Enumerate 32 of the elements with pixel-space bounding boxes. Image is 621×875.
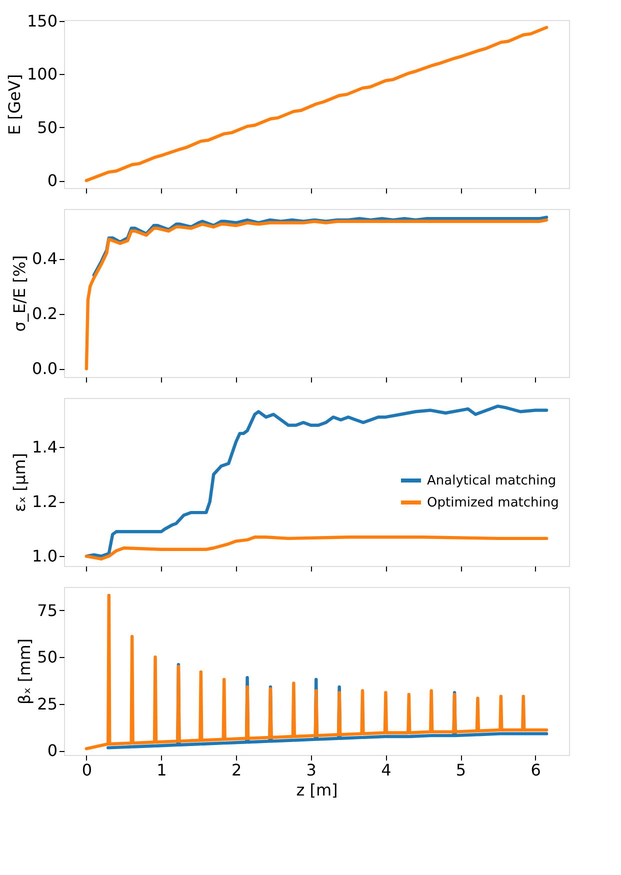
line-series <box>84 218 548 370</box>
line-series <box>84 26 548 182</box>
y-tick-label: 1.2 <box>32 492 58 512</box>
y-tick-label: 0.0 <box>32 359 58 378</box>
y-tick-label: 75 <box>37 600 58 620</box>
legend-label: Analytical matching <box>427 474 556 489</box>
x-tick-label: 0 <box>82 760 92 780</box>
y-tick-label: 1.0 <box>32 546 58 566</box>
y-tick-label: 0 <box>47 741 58 760</box>
legend-label: Optimized matching <box>427 496 559 511</box>
y-axis-title: βₓ [mm] <box>15 638 34 705</box>
x-axis-title: z [m] <box>296 780 338 800</box>
x-tick-label: 4 <box>381 760 392 780</box>
y-tick-label: 0 <box>47 171 58 190</box>
x-tick-label: 6 <box>530 760 541 780</box>
y-tick-label: 100 <box>26 64 58 84</box>
line-series <box>84 535 548 561</box>
y-tick-label: 150 <box>26 12 58 31</box>
line-series <box>84 594 548 750</box>
y-axis-title: σ_E/E [%] <box>10 255 30 332</box>
x-tick-label: 5 <box>456 760 466 780</box>
y-axis-title: εₓ [μm] <box>10 452 30 512</box>
y-tick-label: 0.2 <box>32 304 58 324</box>
y-tick-label: 25 <box>37 694 58 714</box>
x-tick-label: 3 <box>306 760 316 780</box>
x-tick-label: 1 <box>156 760 167 780</box>
y-tick-label: 1.4 <box>32 438 58 457</box>
y-axis-title: E [GeV] <box>4 74 24 135</box>
y-tick-label: 0.4 <box>32 249 58 268</box>
y-tick-label: 50 <box>37 118 58 137</box>
y-tick-label: 50 <box>37 648 58 667</box>
x-tick-label: 2 <box>231 760 242 780</box>
